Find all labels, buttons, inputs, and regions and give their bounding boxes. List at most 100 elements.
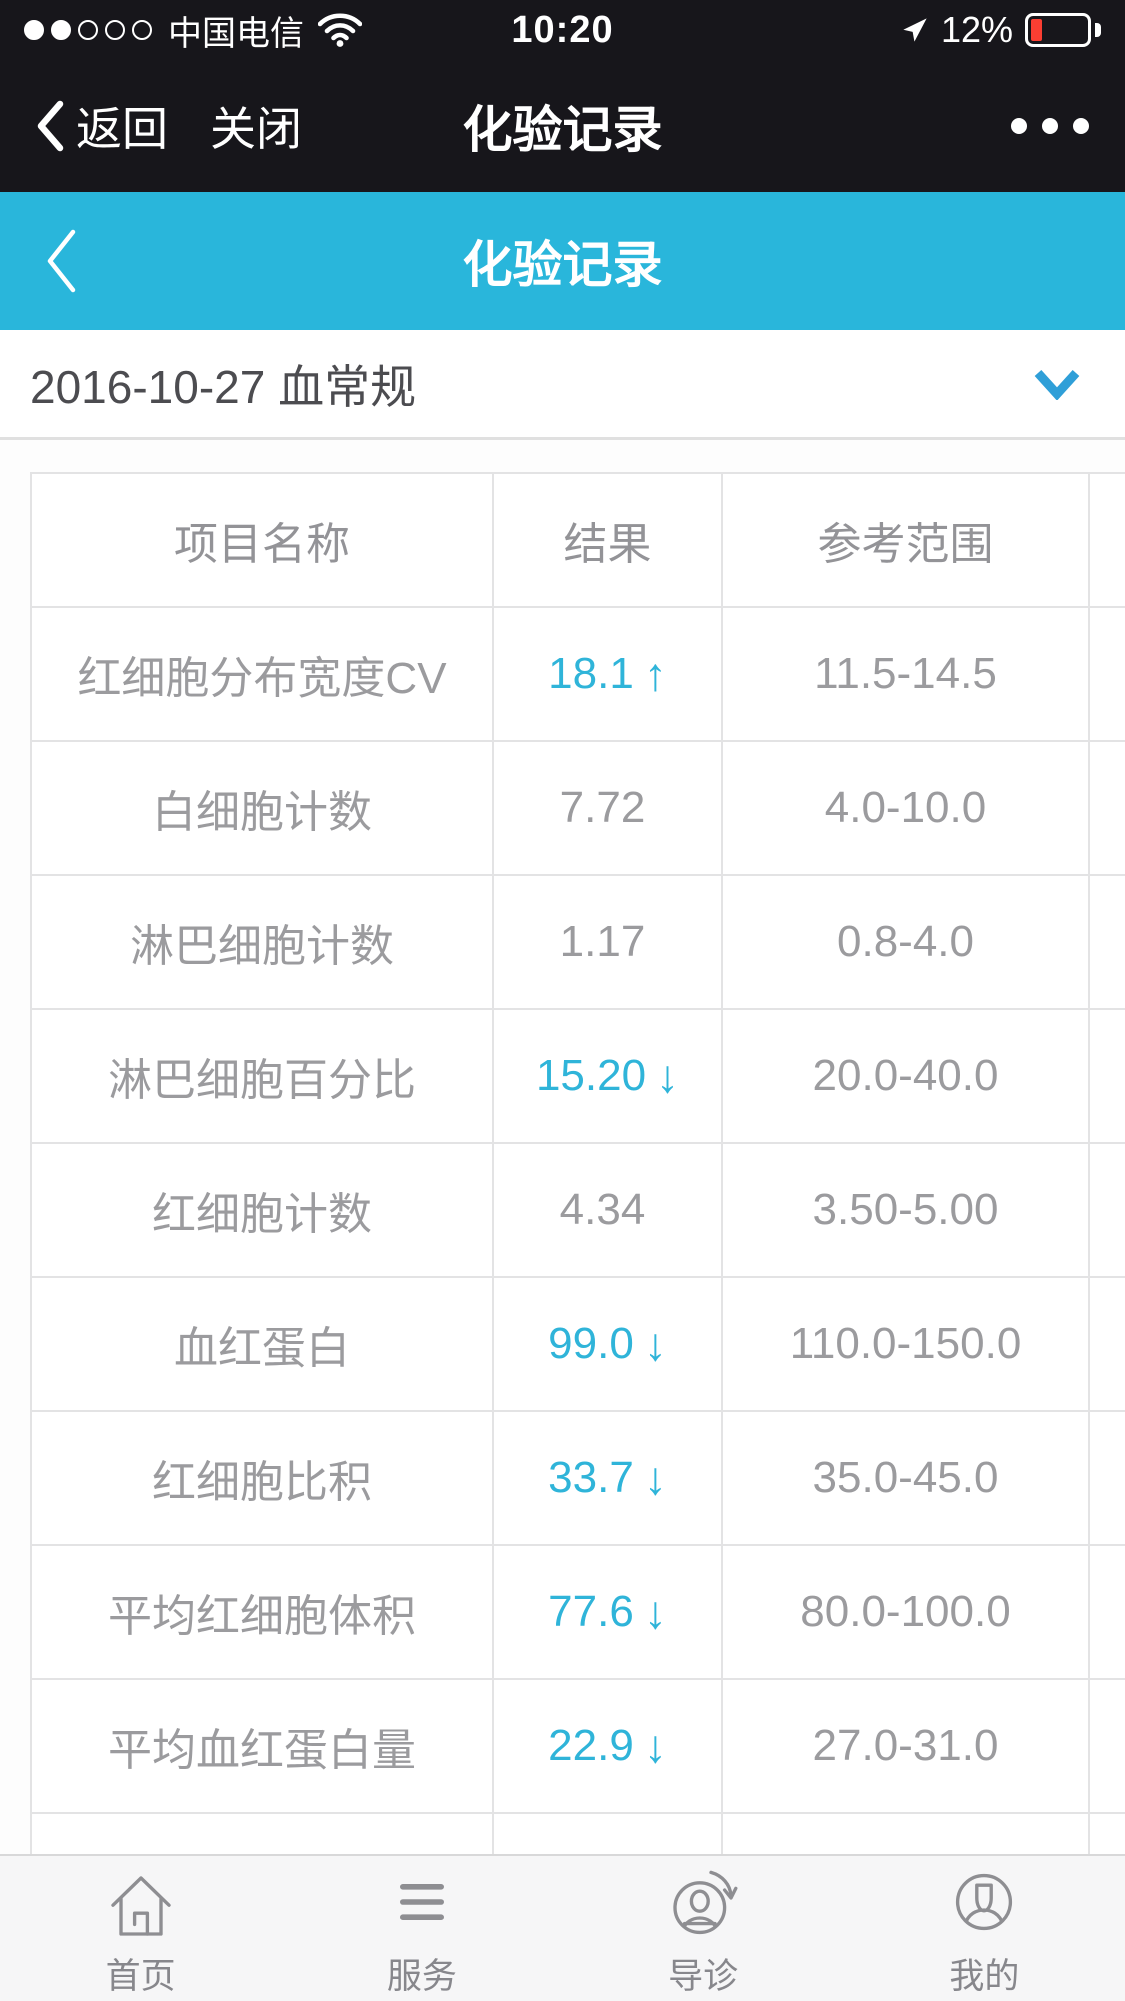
result-cell: 4.34 <box>492 1142 723 1278</box>
signal-strength-icon <box>24 20 152 40</box>
home-icon <box>110 1876 171 1936</box>
table-row: 红细胞计数 4.34 3.50-5.00 1 <box>30 1142 1125 1278</box>
table-row: 红细胞分布宽度CV 18.1 ↑ 11.5-14.5 <box>30 606 1125 742</box>
item-name-cell: 红细胞计数 <box>30 1142 494 1278</box>
unit-cell <box>1088 1410 1125 1546</box>
unit-cell: 1 <box>1088 1142 1125 1278</box>
reference-range-cell: 0.8-4.0 <box>721 874 1090 1010</box>
result-flag-icon: ↓ <box>643 1452 667 1504</box>
back-chevron-icon[interactable] <box>36 100 64 152</box>
status-bar: 中国电信 10:20 12% <box>0 0 1125 60</box>
back-button[interactable]: 返回 <box>76 103 168 155</box>
result-cell: 15.20 ↓ <box>492 1008 723 1144</box>
result-cell <box>492 1812 723 1854</box>
unit-cell <box>1088 1008 1125 1144</box>
header-back-chevron-icon[interactable] <box>44 228 78 294</box>
record-selector[interactable]: 2016-10-27 血常规 <box>0 330 1125 440</box>
table-row: 平均红细胞体积 77.6 ↓ 80.0-100.0 <box>30 1544 1125 1680</box>
result-cell: 1.17 <box>492 874 723 1010</box>
item-name-cell: 淋巴细胞百分比 <box>30 1008 494 1144</box>
lab-results-table: 项目名称 结果 参考范围 红细胞分布宽度CV 18.1 ↑ 11.5-14.5 … <box>30 472 1125 1854</box>
wifi-icon <box>318 13 362 47</box>
unit-cell <box>1088 1544 1125 1680</box>
item-name-cell: 血红蛋白 <box>30 1276 494 1412</box>
result-cell: 7.72 <box>492 740 723 876</box>
result-cell: 33.7 ↓ <box>492 1410 723 1546</box>
result-flag-icon: ↓ <box>656 1050 680 1102</box>
unit-cell <box>1088 740 1125 876</box>
close-button[interactable]: 关闭 <box>210 103 302 155</box>
record-selector-label: 2016-10-27 血常规 <box>30 360 417 413</box>
unit-cell <box>1088 1812 1125 1854</box>
battery-nub <box>1095 23 1101 37</box>
reference-range-cell: 11.5-14.5 <box>721 606 1090 742</box>
tab-guide[interactable]: 导诊 <box>563 1856 844 2001</box>
reference-range-cell <box>721 1812 1090 1854</box>
clock: 10:20 <box>511 8 614 51</box>
tab-services-label: 服务 <box>386 1957 457 1996</box>
item-name-cell: 红细胞比积 <box>30 1410 494 1546</box>
table-row: 淋巴细胞计数 1.17 0.8-4.0 <box>30 874 1125 1010</box>
item-name-cell <box>30 1812 494 1854</box>
nav-bar: 返回 关闭 化验记录 <box>0 60 1125 192</box>
header-unit <box>1088 472 1125 608</box>
result-flag-icon: ↓ <box>643 1318 667 1370</box>
item-name-cell: 平均血红蛋白量 <box>30 1678 494 1814</box>
nav-title: 化验记录 <box>462 102 663 158</box>
tab-guide-label: 导诊 <box>668 1957 739 1996</box>
result-flag-icon: ↓ <box>643 1720 667 1772</box>
result-cell: 99.0 ↓ <box>492 1276 723 1412</box>
page-title: 化验记录 <box>462 237 663 293</box>
header-reference-range: 参考范围 <box>721 472 1090 608</box>
table-row: 血红蛋白 99.0 ↓ 110.0-150.0 <box>30 1276 1125 1412</box>
result-value: 33.7 <box>548 1453 634 1502</box>
reference-range-cell: 3.50-5.00 <box>721 1142 1090 1278</box>
reference-range-cell: 80.0-100.0 <box>721 1544 1090 1680</box>
unit-cell <box>1088 606 1125 742</box>
table-row: 红细胞比积 33.7 ↓ 35.0-45.0 <box>30 1410 1125 1546</box>
item-name-cell: 白细胞计数 <box>30 740 494 876</box>
result-flag-icon: ↑ <box>643 648 667 700</box>
lab-table-body: 红细胞分布宽度CV 18.1 ↑ 11.5-14.5 白细胞计数 7.72 4.… <box>30 606 1125 1854</box>
top-black-area: 中国电信 10:20 12% 返回 关闭 化验记录 <box>0 0 1125 192</box>
carrier-label: 中国电信 <box>168 14 304 53</box>
item-name-cell: 红细胞分布宽度CV <box>30 606 494 742</box>
item-name-cell: 平均红细胞体积 <box>30 1544 494 1680</box>
tab-mine-label: 我的 <box>949 1957 1020 1996</box>
menu-lines-icon <box>399 1884 444 1920</box>
result-value: 22.9 <box>548 1721 634 1770</box>
unit-cell <box>1088 874 1125 1010</box>
reference-range-cell: 110.0-150.0 <box>721 1276 1090 1412</box>
result-cell: 77.6 ↓ <box>492 1544 723 1680</box>
unit-cell <box>1088 1276 1125 1412</box>
table-row <box>30 1812 1125 1854</box>
table-row: 白细胞计数 7.72 4.0-10.0 <box>30 740 1125 876</box>
tab-home-label: 首页 <box>105 1957 176 1996</box>
header-item-name: 项目名称 <box>30 472 494 608</box>
result-value: 15.20 <box>535 1051 647 1100</box>
unit-cell <box>1088 1678 1125 1814</box>
tab-mine[interactable]: 我的 <box>844 1856 1125 2001</box>
table-header-row: 项目名称 结果 参考范围 <box>30 472 1125 608</box>
reference-range-cell: 35.0-45.0 <box>721 1410 1090 1546</box>
result-value: 4.34 <box>559 1185 646 1234</box>
item-name-cell: 淋巴细胞计数 <box>30 874 494 1010</box>
tab-home[interactable]: 首页 <box>0 1856 281 2001</box>
tab-services[interactable]: 服务 <box>281 1856 562 2001</box>
result-value: 77.6 <box>548 1587 634 1636</box>
more-menu-button[interactable] <box>1011 118 1089 134</box>
tab-bar: 首页 服务 导诊 我的 <box>0 1854 1125 2001</box>
guide-person-icon <box>673 1870 738 1935</box>
location-arrow-icon <box>903 18 927 42</box>
reference-range-cell: 4.0-10.0 <box>721 740 1090 876</box>
chevron-down-icon <box>1034 369 1080 400</box>
reference-range-cell: 20.0-40.0 <box>721 1008 1090 1144</box>
table-row: 淋巴细胞百分比 15.20 ↓ 20.0-40.0 <box>30 1008 1125 1144</box>
battery-icon <box>1025 13 1091 47</box>
ellipsis-icon <box>1011 118 1027 134</box>
lab-results-scroll-area[interactable]: 项目名称 结果 参考范围 红细胞分布宽度CV 18.1 ↑ 11.5-14.5 … <box>0 440 1125 1854</box>
header-result: 结果 <box>492 472 723 608</box>
result-value: 7.72 <box>559 783 646 832</box>
table-row: 平均血红蛋白量 22.9 ↓ 27.0-31.0 <box>30 1678 1125 1814</box>
reference-range-cell: 27.0-31.0 <box>721 1678 1090 1814</box>
